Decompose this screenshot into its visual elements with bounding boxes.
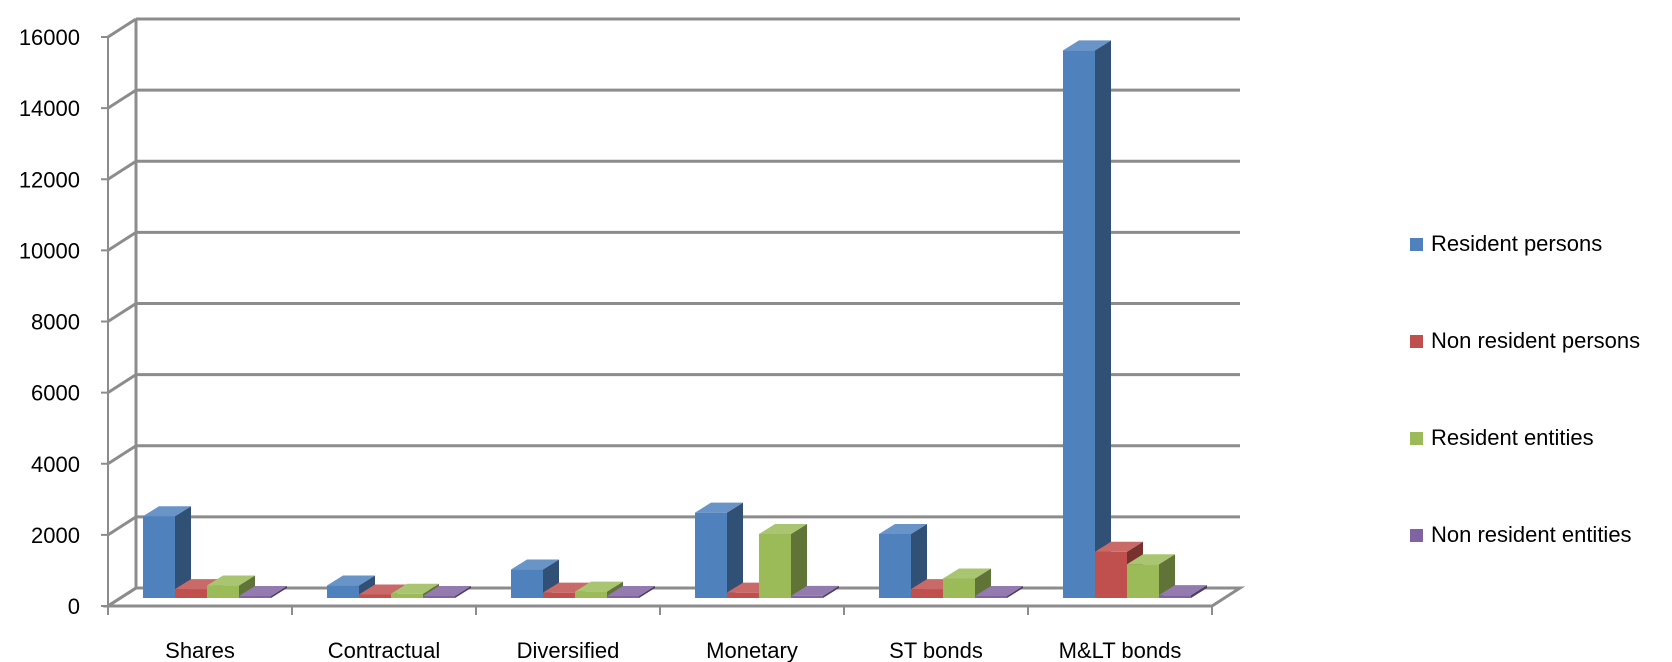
legend-label: Non resident entities xyxy=(1431,522,1632,547)
legend-swatch xyxy=(1410,431,1423,445)
bar-front xyxy=(391,593,423,598)
bar-top xyxy=(759,523,807,534)
bar-front xyxy=(943,578,975,598)
bar-front xyxy=(727,592,759,598)
legend-swatch xyxy=(1410,334,1423,348)
y-tick-label: 2000 xyxy=(31,523,80,548)
bar-side xyxy=(727,502,743,598)
x-tick-label: Diversified xyxy=(517,638,620,662)
bar-front xyxy=(543,592,575,598)
bar-front xyxy=(575,591,607,598)
y-tick-label: 0 xyxy=(68,594,80,619)
bar-front xyxy=(607,596,639,598)
y-tick-label: 6000 xyxy=(31,381,80,406)
legend-label: Non resident persons xyxy=(1431,328,1641,353)
bar-front xyxy=(239,596,271,598)
bar-side xyxy=(1191,585,1207,598)
wall-gridline xyxy=(107,515,137,537)
wall-gridline xyxy=(107,373,137,394)
bar-front xyxy=(975,596,1007,598)
bar-top xyxy=(695,502,743,513)
legend-label: Resident entities xyxy=(1431,425,1594,450)
bar-front xyxy=(1159,595,1191,598)
bar-front xyxy=(1095,551,1127,598)
y-tick-label: 16000 xyxy=(19,25,80,50)
legend-swatch xyxy=(1410,528,1423,542)
bar-top xyxy=(943,568,991,579)
bar-top xyxy=(423,586,471,596)
legend-label: Resident persons xyxy=(1431,231,1603,256)
wall-gridline xyxy=(107,88,137,110)
bar-top xyxy=(1063,40,1111,51)
bar-front xyxy=(695,512,727,598)
bar-top xyxy=(1127,554,1175,565)
bar-top xyxy=(791,585,839,596)
y-tick-label: 12000 xyxy=(19,167,80,192)
bar-top xyxy=(1095,541,1143,552)
wall-gridline xyxy=(107,302,137,323)
bar-front xyxy=(911,589,943,598)
bar-side xyxy=(975,568,991,598)
bar-front xyxy=(143,516,175,598)
bar-top xyxy=(575,581,623,592)
bar-side xyxy=(1159,554,1175,598)
bar-front xyxy=(175,589,207,598)
bar-front xyxy=(511,569,543,598)
y-tick-label: 10000 xyxy=(19,238,80,263)
bar-front xyxy=(791,595,823,598)
bar-top xyxy=(207,575,255,586)
wall-gridline xyxy=(107,444,137,466)
x-tick-label: M&LT bonds xyxy=(1059,638,1182,662)
bar-side xyxy=(911,523,927,598)
bar-side xyxy=(455,586,471,598)
wall-gridline xyxy=(107,17,137,39)
y-tick-label: 4000 xyxy=(31,452,80,477)
x-tick-label: ST bonds xyxy=(889,638,983,662)
bar-top xyxy=(607,586,655,596)
wall-gridline xyxy=(107,231,137,252)
bar-side xyxy=(639,586,655,598)
bar-top xyxy=(391,583,439,594)
bar-side xyxy=(823,585,839,598)
bar-side xyxy=(175,506,191,598)
bar-top xyxy=(1159,585,1207,596)
legend-item: Non resident entities xyxy=(1410,521,1632,549)
x-tick-label: Monetary xyxy=(706,638,798,662)
legend-item: Resident entities xyxy=(1410,424,1594,452)
bar-top xyxy=(143,506,191,517)
bar-top xyxy=(511,559,559,570)
bar-front xyxy=(759,533,791,598)
bar-front xyxy=(207,585,239,598)
bar-top xyxy=(327,575,375,586)
y-tick-label: 8000 xyxy=(31,310,80,335)
bar-front xyxy=(1127,564,1159,598)
x-tick-label: Shares xyxy=(165,638,235,662)
legend-item: Non resident persons xyxy=(1410,327,1640,355)
bar-front xyxy=(1063,50,1095,598)
y-tick-label: 14000 xyxy=(19,96,80,121)
wall-gridline xyxy=(107,159,137,181)
bar-front xyxy=(879,533,911,598)
x-tick-label: Contractual xyxy=(328,638,441,662)
bar-front xyxy=(423,596,455,598)
legend-swatch xyxy=(1410,237,1423,251)
bar-top xyxy=(239,586,287,596)
legend-item: Resident persons xyxy=(1410,230,1602,258)
bar-front xyxy=(327,585,359,598)
bar-side xyxy=(271,586,287,598)
bar-side xyxy=(791,523,807,598)
bar-top xyxy=(975,586,1023,596)
bar-side xyxy=(1007,586,1023,598)
bar-side xyxy=(239,575,255,598)
bar-front xyxy=(359,594,391,598)
bar-top xyxy=(879,523,927,534)
bar-side xyxy=(1095,40,1111,598)
